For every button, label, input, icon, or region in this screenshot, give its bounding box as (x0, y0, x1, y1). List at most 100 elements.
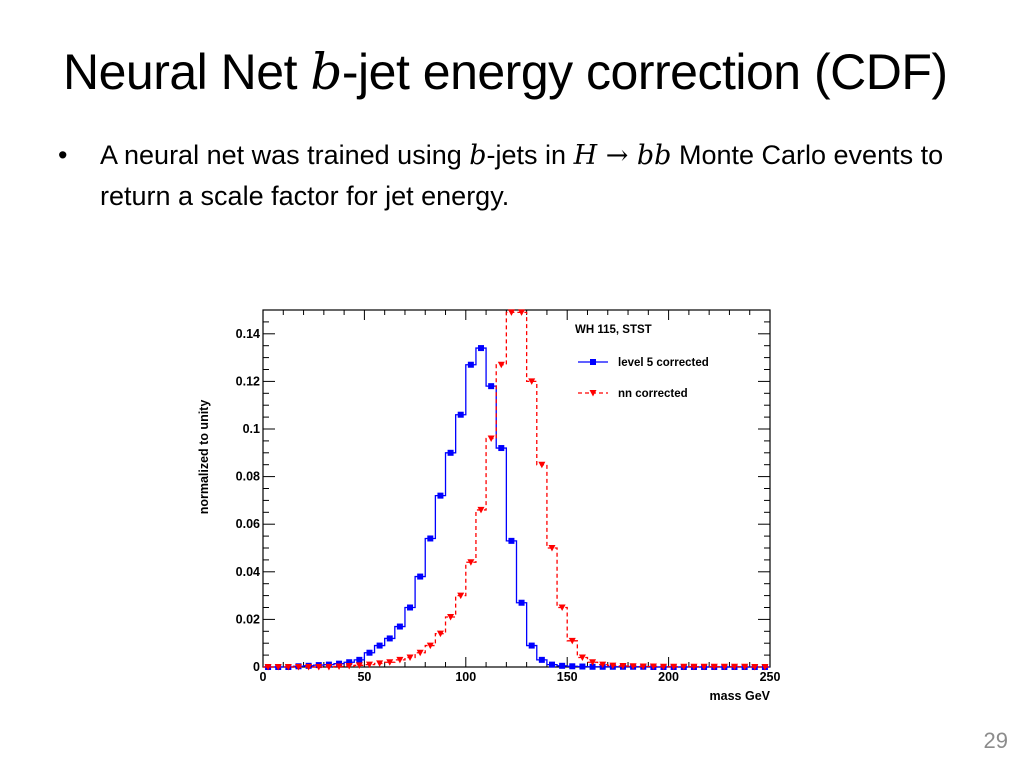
bullet-text-2: -jets in (486, 140, 574, 170)
bullet-symbol: • (58, 140, 68, 170)
data-point (346, 659, 353, 666)
data-point (700, 663, 708, 671)
data-point (538, 461, 546, 469)
data-point (507, 309, 515, 316)
y-tick-label: 0.14 (236, 327, 260, 341)
data-point (518, 309, 526, 316)
data-point (619, 663, 627, 670)
data-point (478, 345, 485, 352)
data-point (406, 654, 414, 661)
x-tick-label: 150 (557, 670, 578, 684)
data-point (416, 649, 424, 657)
y-tick-label: 0.08 (236, 470, 260, 484)
data-point (355, 662, 363, 669)
bullet-text: A neural net was trained using b-jets in… (100, 135, 980, 216)
data-point (599, 661, 607, 669)
data-point (436, 630, 444, 638)
data-point (680, 663, 688, 671)
data-point (629, 663, 637, 670)
data-point (578, 654, 586, 661)
data-point (558, 604, 566, 611)
legend-label: level 5 corrected (618, 357, 709, 369)
data-point (366, 649, 373, 656)
x-tick-label: 250 (760, 670, 781, 684)
legend-marker (589, 390, 597, 397)
data-point (427, 535, 434, 542)
plot-frame (262, 309, 771, 668)
data-point (589, 663, 596, 670)
data-point (457, 592, 465, 600)
data-point (649, 663, 657, 671)
data-point (274, 664, 282, 671)
y-tick-label: 0.12 (236, 374, 260, 388)
data-point (751, 664, 759, 671)
series-nn-corrected (263, 309, 770, 671)
legend-title: WH 115, STST (575, 324, 652, 336)
data-point (417, 573, 424, 580)
x-tick-label: 200 (658, 670, 679, 684)
data-point (386, 659, 394, 666)
data-point (457, 411, 464, 418)
data-point (548, 545, 556, 552)
data-point (376, 642, 383, 649)
y-tick-label: 0 (253, 660, 260, 674)
title-text-2: -jet energy correction (CDF) (341, 44, 948, 100)
data-point (447, 614, 455, 621)
data-point (639, 663, 647, 671)
data-point (569, 663, 576, 670)
x-axis-label: mass GeV (710, 689, 771, 703)
data-point (589, 659, 597, 666)
x-tick-label: 50 (357, 670, 371, 684)
data-point (426, 642, 434, 650)
data-point (386, 635, 393, 642)
x-tick-label: 0 (260, 670, 267, 684)
slide-title: Neural Net b-jet energy correction (CDF) (63, 40, 948, 104)
series-layer (263, 309, 770, 671)
data-point (548, 661, 555, 668)
data-point (315, 664, 323, 671)
y-tick-label: 0.1 (243, 422, 260, 436)
data-point (284, 664, 292, 671)
axes-group: 0 50 100 150 200 250 0 0.02 0.04 0.06 0.08 0.1 0.12 0… (236, 310, 781, 684)
bullet-text-3: Monte Carlo events to return a scale fac… (100, 140, 944, 211)
data-point (660, 663, 668, 671)
data-point (396, 623, 403, 630)
data-point (447, 449, 454, 456)
data-point (528, 378, 536, 385)
data-point (467, 361, 474, 368)
x-tick-label: 100 (455, 670, 476, 684)
data-point (508, 537, 515, 544)
data-point (356, 656, 363, 663)
data-point (396, 656, 404, 664)
y-tick-label: 0.06 (236, 517, 260, 531)
data-point (365, 661, 373, 669)
data-point (294, 664, 302, 671)
data-point (559, 662, 566, 669)
bullet-math-expression: H → bb (573, 140, 672, 171)
y-tick-label: 0.02 (236, 612, 260, 626)
data-point (579, 663, 586, 670)
data-point (325, 664, 333, 671)
legend-label: nn corrected (618, 388, 688, 400)
data-point (609, 662, 617, 670)
bullet-text-1: A neural net was trained using (100, 140, 470, 170)
data-point (407, 604, 414, 611)
data-point (437, 492, 444, 499)
data-point (568, 637, 576, 645)
data-point (720, 663, 728, 671)
data-point (761, 664, 769, 671)
data-point (518, 599, 525, 606)
data-point (264, 664, 272, 671)
data-point (498, 445, 505, 452)
legend-marker (590, 359, 596, 365)
data-point (497, 361, 505, 369)
y-tick-label: 0.04 (236, 565, 260, 579)
data-point (670, 663, 678, 671)
data-point (690, 663, 698, 671)
data-point (305, 664, 313, 671)
legend: WH 115, STST level 5 corrected nn correct… (575, 324, 709, 400)
data-point (335, 663, 343, 671)
data-point (467, 559, 475, 566)
data-point (741, 663, 749, 671)
title-text-1: Neural Net (63, 44, 311, 100)
